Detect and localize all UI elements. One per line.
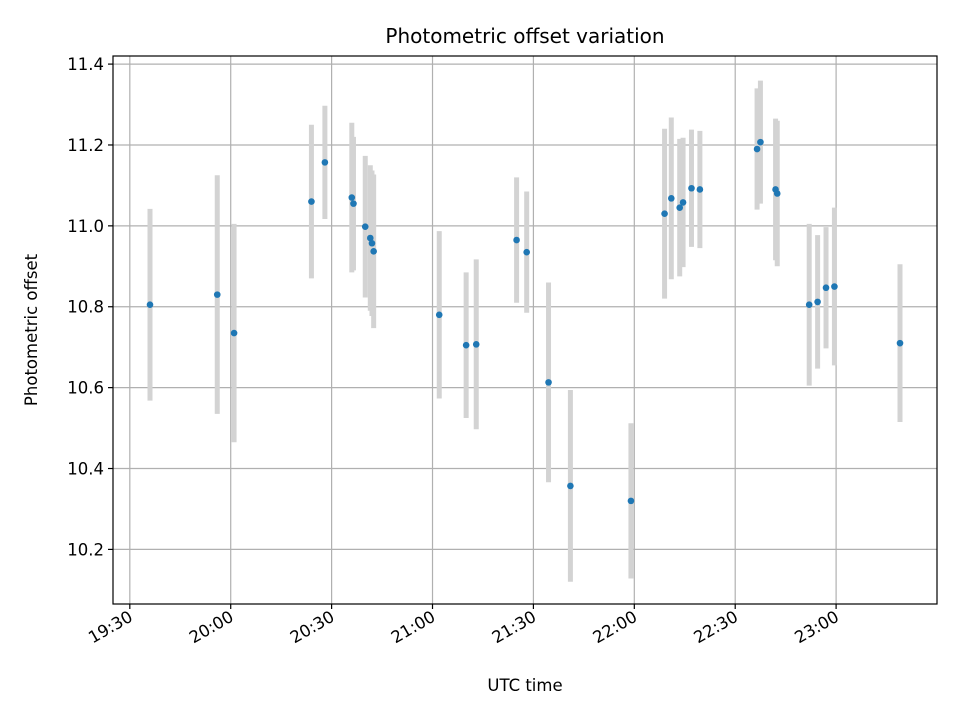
x-tick-label: 22:00	[590, 607, 641, 647]
data-point	[230, 329, 238, 337]
data-point	[523, 248, 530, 256]
data-point	[668, 195, 675, 202]
data-point	[462, 341, 470, 349]
data-point	[814, 298, 821, 306]
y-tick-label: 11.0	[67, 217, 104, 236]
data-point	[366, 234, 374, 242]
data-point	[545, 379, 552, 386]
plot-frame	[112, 55, 938, 605]
y-tick-label: 10.8	[67, 298, 104, 317]
y-axis-label: Photometric offset	[22, 253, 41, 406]
x-tick-label: 22:30	[691, 607, 742, 647]
y-tick-label: 10.2	[67, 540, 104, 559]
data-point	[513, 236, 520, 244]
data-point	[213, 291, 221, 298]
x-tick-label: 19:30	[85, 607, 136, 647]
data-point	[146, 301, 154, 309]
x-tick-label: 20:30	[287, 607, 338, 647]
y-tick-label: 11.2	[67, 136, 104, 155]
x-tick-label: 21:30	[489, 607, 540, 647]
data-point	[350, 200, 357, 207]
data-point	[361, 223, 369, 230]
data-point	[627, 497, 635, 505]
data-point	[567, 482, 574, 490]
grid	[113, 56, 937, 604]
data-point	[773, 190, 781, 197]
data-point	[753, 145, 761, 153]
error-bars	[147, 80, 903, 582]
x-axis: 19:30 20:00 20:30 21:00 21:30 22:00 22:30 23:00	[85, 604, 842, 647]
data-point	[348, 194, 356, 201]
y-tick-label: 11.4	[67, 55, 104, 74]
data-point	[370, 248, 377, 255]
data-point	[321, 159, 329, 166]
y-tick-label: 10.4	[67, 460, 104, 479]
y-axis: 10.2 10.4 10.6 10.8 11.0 11.2 11.4	[67, 55, 113, 559]
data-point	[757, 138, 764, 146]
data-point	[688, 184, 695, 192]
data-point	[696, 186, 704, 193]
data-point	[805, 301, 813, 309]
x-tick-label: 21:00	[388, 607, 439, 647]
data-point	[822, 284, 830, 292]
data-point	[896, 339, 904, 347]
y-tick-label: 10.6	[67, 379, 104, 398]
data-point	[308, 198, 315, 205]
x-tick-label: 20:00	[186, 607, 237, 647]
x-axis-label: UTC time	[487, 676, 562, 695]
chart-title: Photometric offset variation	[385, 24, 664, 48]
data-point	[661, 210, 668, 218]
data-point	[435, 311, 443, 319]
data-point	[676, 204, 684, 211]
data-point	[472, 341, 480, 348]
data-point	[831, 283, 838, 290]
data-points	[146, 138, 904, 505]
data-point	[368, 239, 376, 247]
data-point	[679, 199, 687, 206]
x-tick-label: 23:00	[791, 607, 842, 647]
